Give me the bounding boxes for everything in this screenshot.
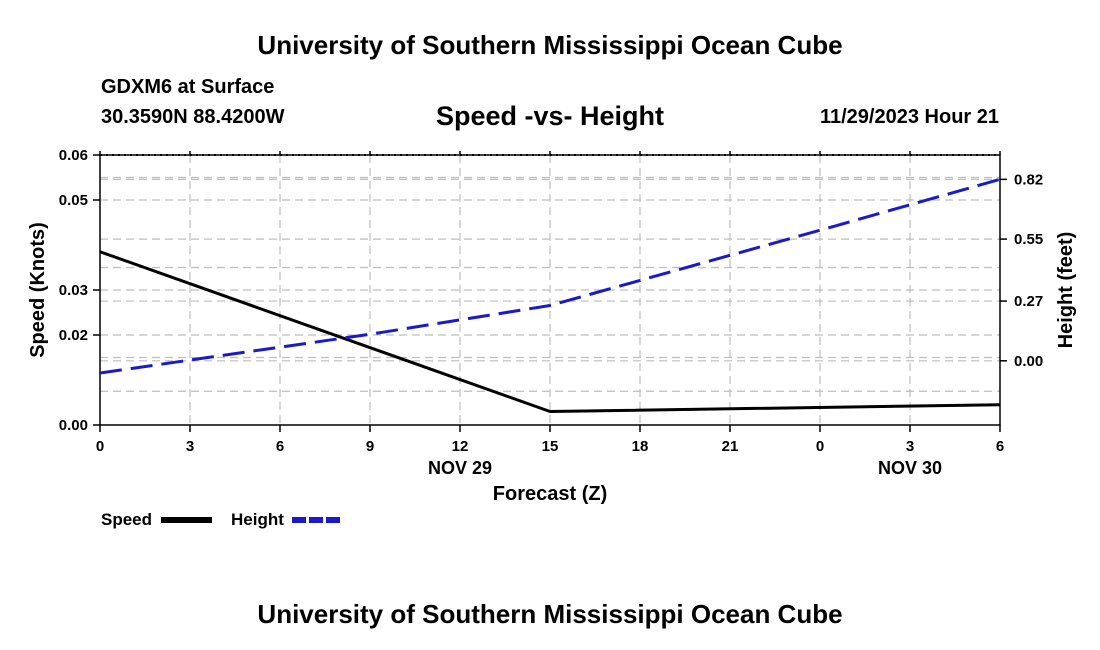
- y-right-tick-label: 0.82: [1014, 171, 1043, 188]
- legend-label-speed: Speed: [101, 510, 152, 529]
- legend: Speed Height: [101, 510, 342, 529]
- x-tick-label: 12: [452, 438, 469, 455]
- x-tick-label: 9: [366, 438, 374, 455]
- x-tick-label: 15: [542, 438, 559, 455]
- y-right-tick-label: 0.27: [1014, 293, 1043, 310]
- x-axis-label: Forecast (Z): [493, 483, 607, 505]
- y-left-tick-label: 0.00: [59, 417, 88, 434]
- page-title: University of Southern Mississippi Ocean…: [257, 30, 843, 60]
- y-right-tick-label: 0.55: [1014, 231, 1043, 248]
- y-axis-right-label: Height (feet): [1055, 232, 1077, 349]
- chart-title: Speed -vs- Height: [435, 101, 665, 131]
- x-date-label: NOV 29: [428, 458, 492, 478]
- legend-label-height: Height: [231, 510, 284, 529]
- x-tick-label: 0: [96, 438, 104, 455]
- x-tick-label: 6: [996, 438, 1004, 455]
- y-right-tick-label: 0.00: [1014, 353, 1043, 370]
- series: [99, 177, 1001, 413]
- forecast-datetime: 11/29/2023 Hour 21: [819, 106, 999, 128]
- x-tick-label: 0: [816, 438, 824, 455]
- y-left-tick-label: 0.03: [59, 282, 88, 299]
- x-tick-label: 3: [906, 438, 914, 455]
- y-left-tick-label: 0.06: [59, 147, 88, 164]
- y-left-tick-label: 0.05: [59, 192, 88, 209]
- station-coordinates: 30.3590N 88.4200W: [101, 106, 285, 128]
- series-line-speed: [99, 250, 1001, 413]
- y-axis-left-label: Speed (Knots): [27, 222, 49, 358]
- footer-title: University of Southern Mississippi Ocean…: [257, 599, 843, 629]
- x-tick-label: 6: [276, 438, 284, 455]
- y-left-tick-label: 0.02: [59, 327, 88, 344]
- x-tick-label: 3: [186, 438, 194, 455]
- x-tick-label: 18: [632, 438, 649, 455]
- x-tick-label: 21: [722, 438, 739, 455]
- axis-ticks: 0 3 6 9 12 15 18 21 0 3 6 NOV 29 NOV 30 0.00 0.02 0.03 0…: [59, 147, 1043, 478]
- series-line-height: [99, 177, 1001, 375]
- station-label: GDXM6 at Surface: [101, 76, 275, 98]
- x-date-label: NOV 30: [878, 458, 942, 478]
- grid: [100, 155, 1000, 425]
